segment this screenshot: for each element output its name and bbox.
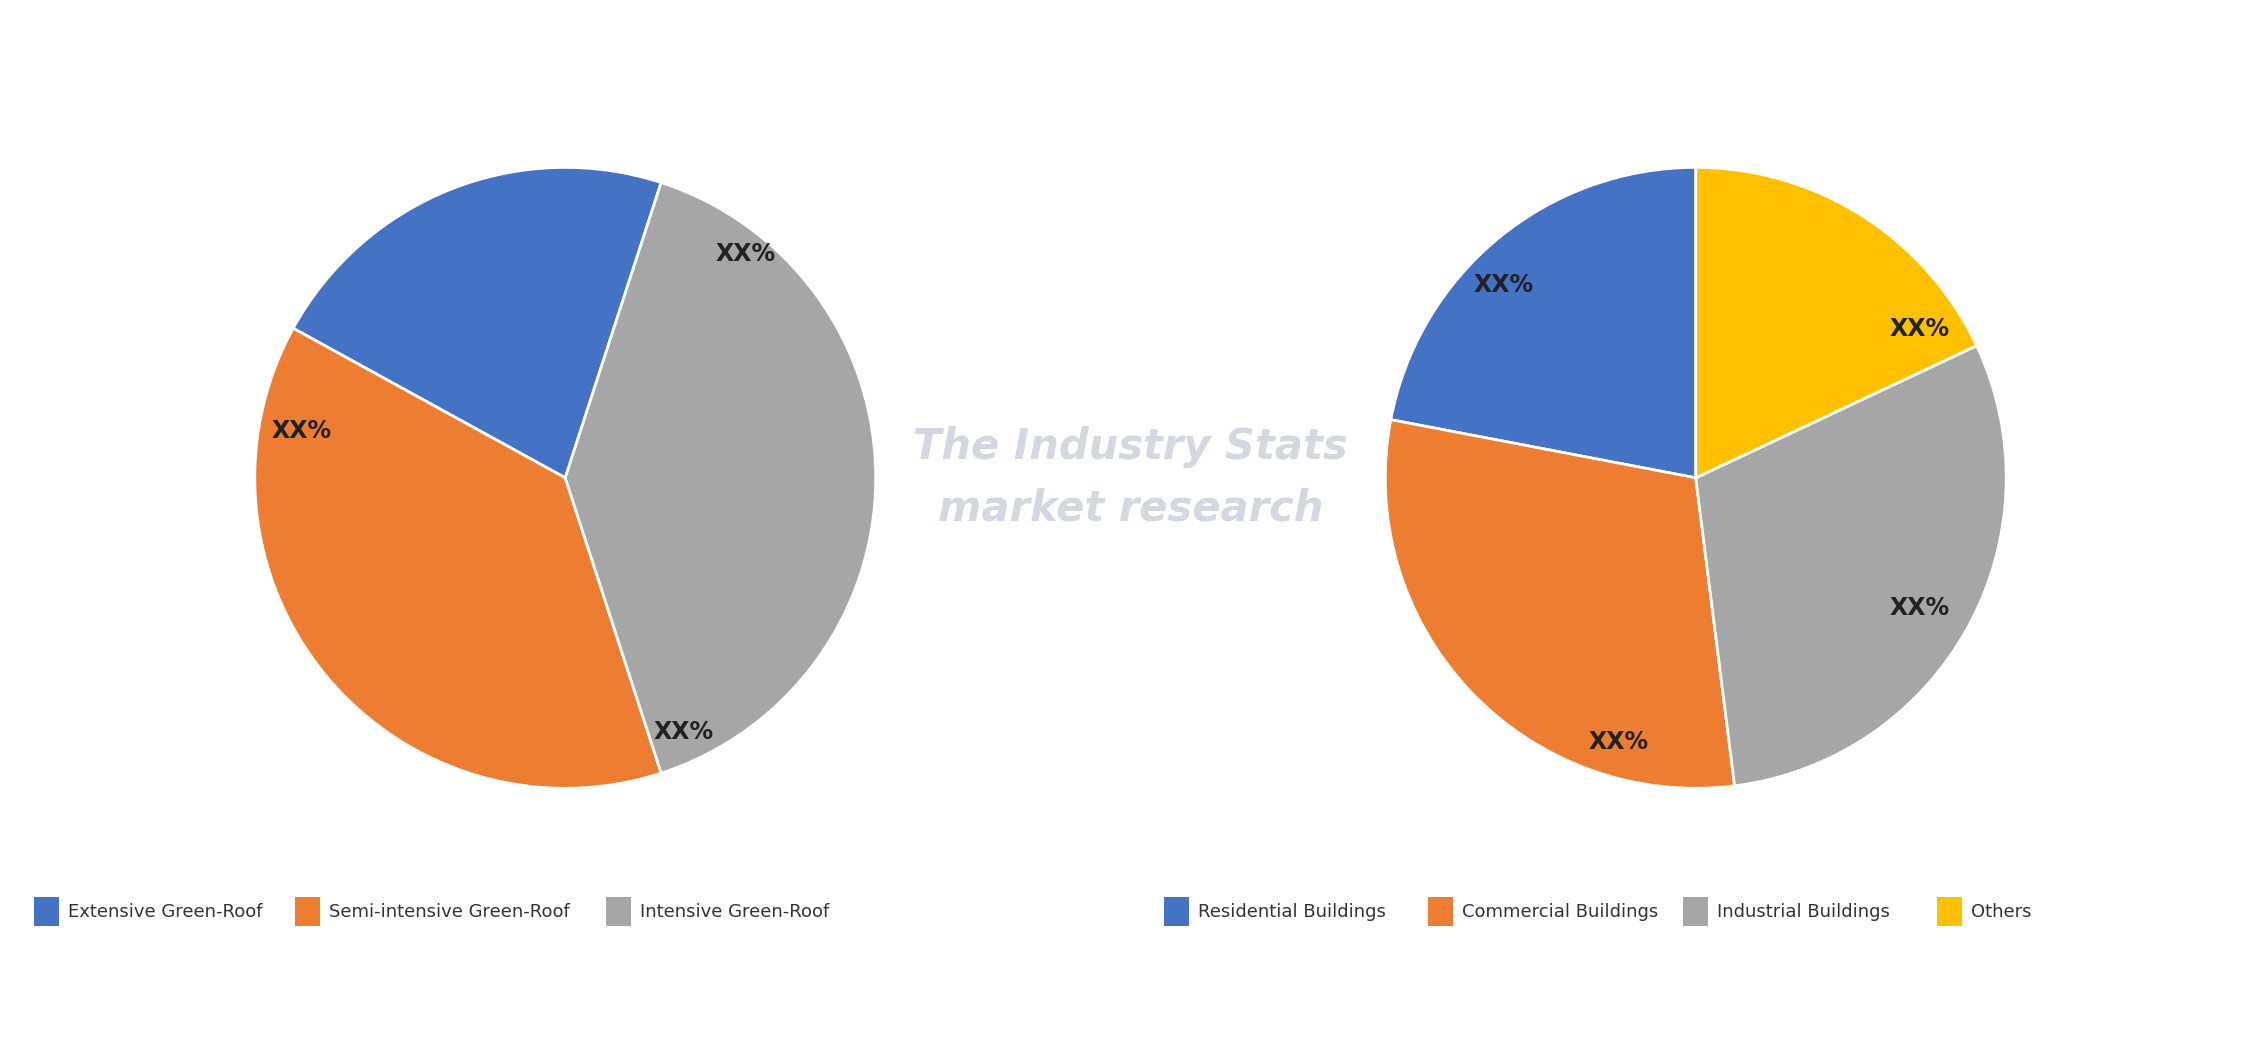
Text: Extensive Green-Roof: Extensive Green-Roof (68, 903, 262, 921)
Bar (294, 898, 321, 926)
Text: The Industry Stats
market research: The Industry Stats market research (913, 426, 1348, 530)
Wedge shape (1696, 345, 2006, 786)
Text: XX%: XX% (1587, 730, 1648, 754)
Text: Fig. Global Green-Roof Market Share by Product Types & Application: Fig. Global Green-Roof Market Share by P… (27, 41, 1047, 67)
Text: XX%: XX% (1474, 274, 1533, 298)
Bar (606, 898, 631, 926)
Text: XX%: XX% (1890, 597, 1949, 620)
Text: Semi-intensive Green-Roof: Semi-intensive Green-Roof (330, 903, 570, 921)
Text: Website: www.theindustrystats.com: Website: www.theindustrystats.com (1693, 999, 2060, 1018)
Text: Source: Theindustrystats Analysis: Source: Theindustrystats Analysis (27, 999, 373, 1018)
Text: Email: sales@theindustrystats.com: Email: sales@theindustrystats.com (726, 999, 1083, 1018)
Text: Commercial Buildings: Commercial Buildings (1463, 903, 1660, 921)
Wedge shape (1391, 167, 1696, 477)
Bar (34, 898, 59, 926)
Wedge shape (1386, 419, 1734, 788)
Text: XX%: XX% (714, 242, 776, 266)
Text: XX%: XX% (653, 720, 712, 744)
Wedge shape (294, 168, 660, 477)
Bar (1682, 898, 1707, 926)
Text: Residential Buildings: Residential Buildings (1198, 903, 1386, 921)
Bar (1938, 898, 1963, 926)
Wedge shape (255, 328, 660, 788)
Text: Intensive Green-Roof: Intensive Green-Roof (640, 903, 830, 921)
Text: Others: Others (1972, 903, 2033, 921)
Wedge shape (565, 183, 875, 773)
Bar (1164, 898, 1189, 926)
Text: XX%: XX% (271, 419, 332, 444)
Wedge shape (1696, 167, 1976, 477)
Bar (1429, 898, 1454, 926)
Text: XX%: XX% (1890, 317, 1949, 341)
Text: Industrial Buildings: Industrial Buildings (1716, 903, 1890, 921)
